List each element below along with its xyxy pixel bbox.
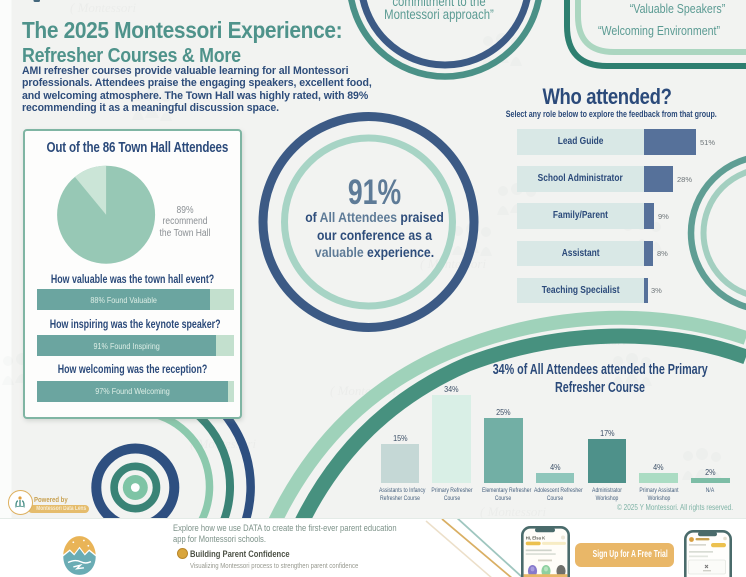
svg-text:Hi, Elsa K: Hi, Elsa K (526, 536, 545, 541)
